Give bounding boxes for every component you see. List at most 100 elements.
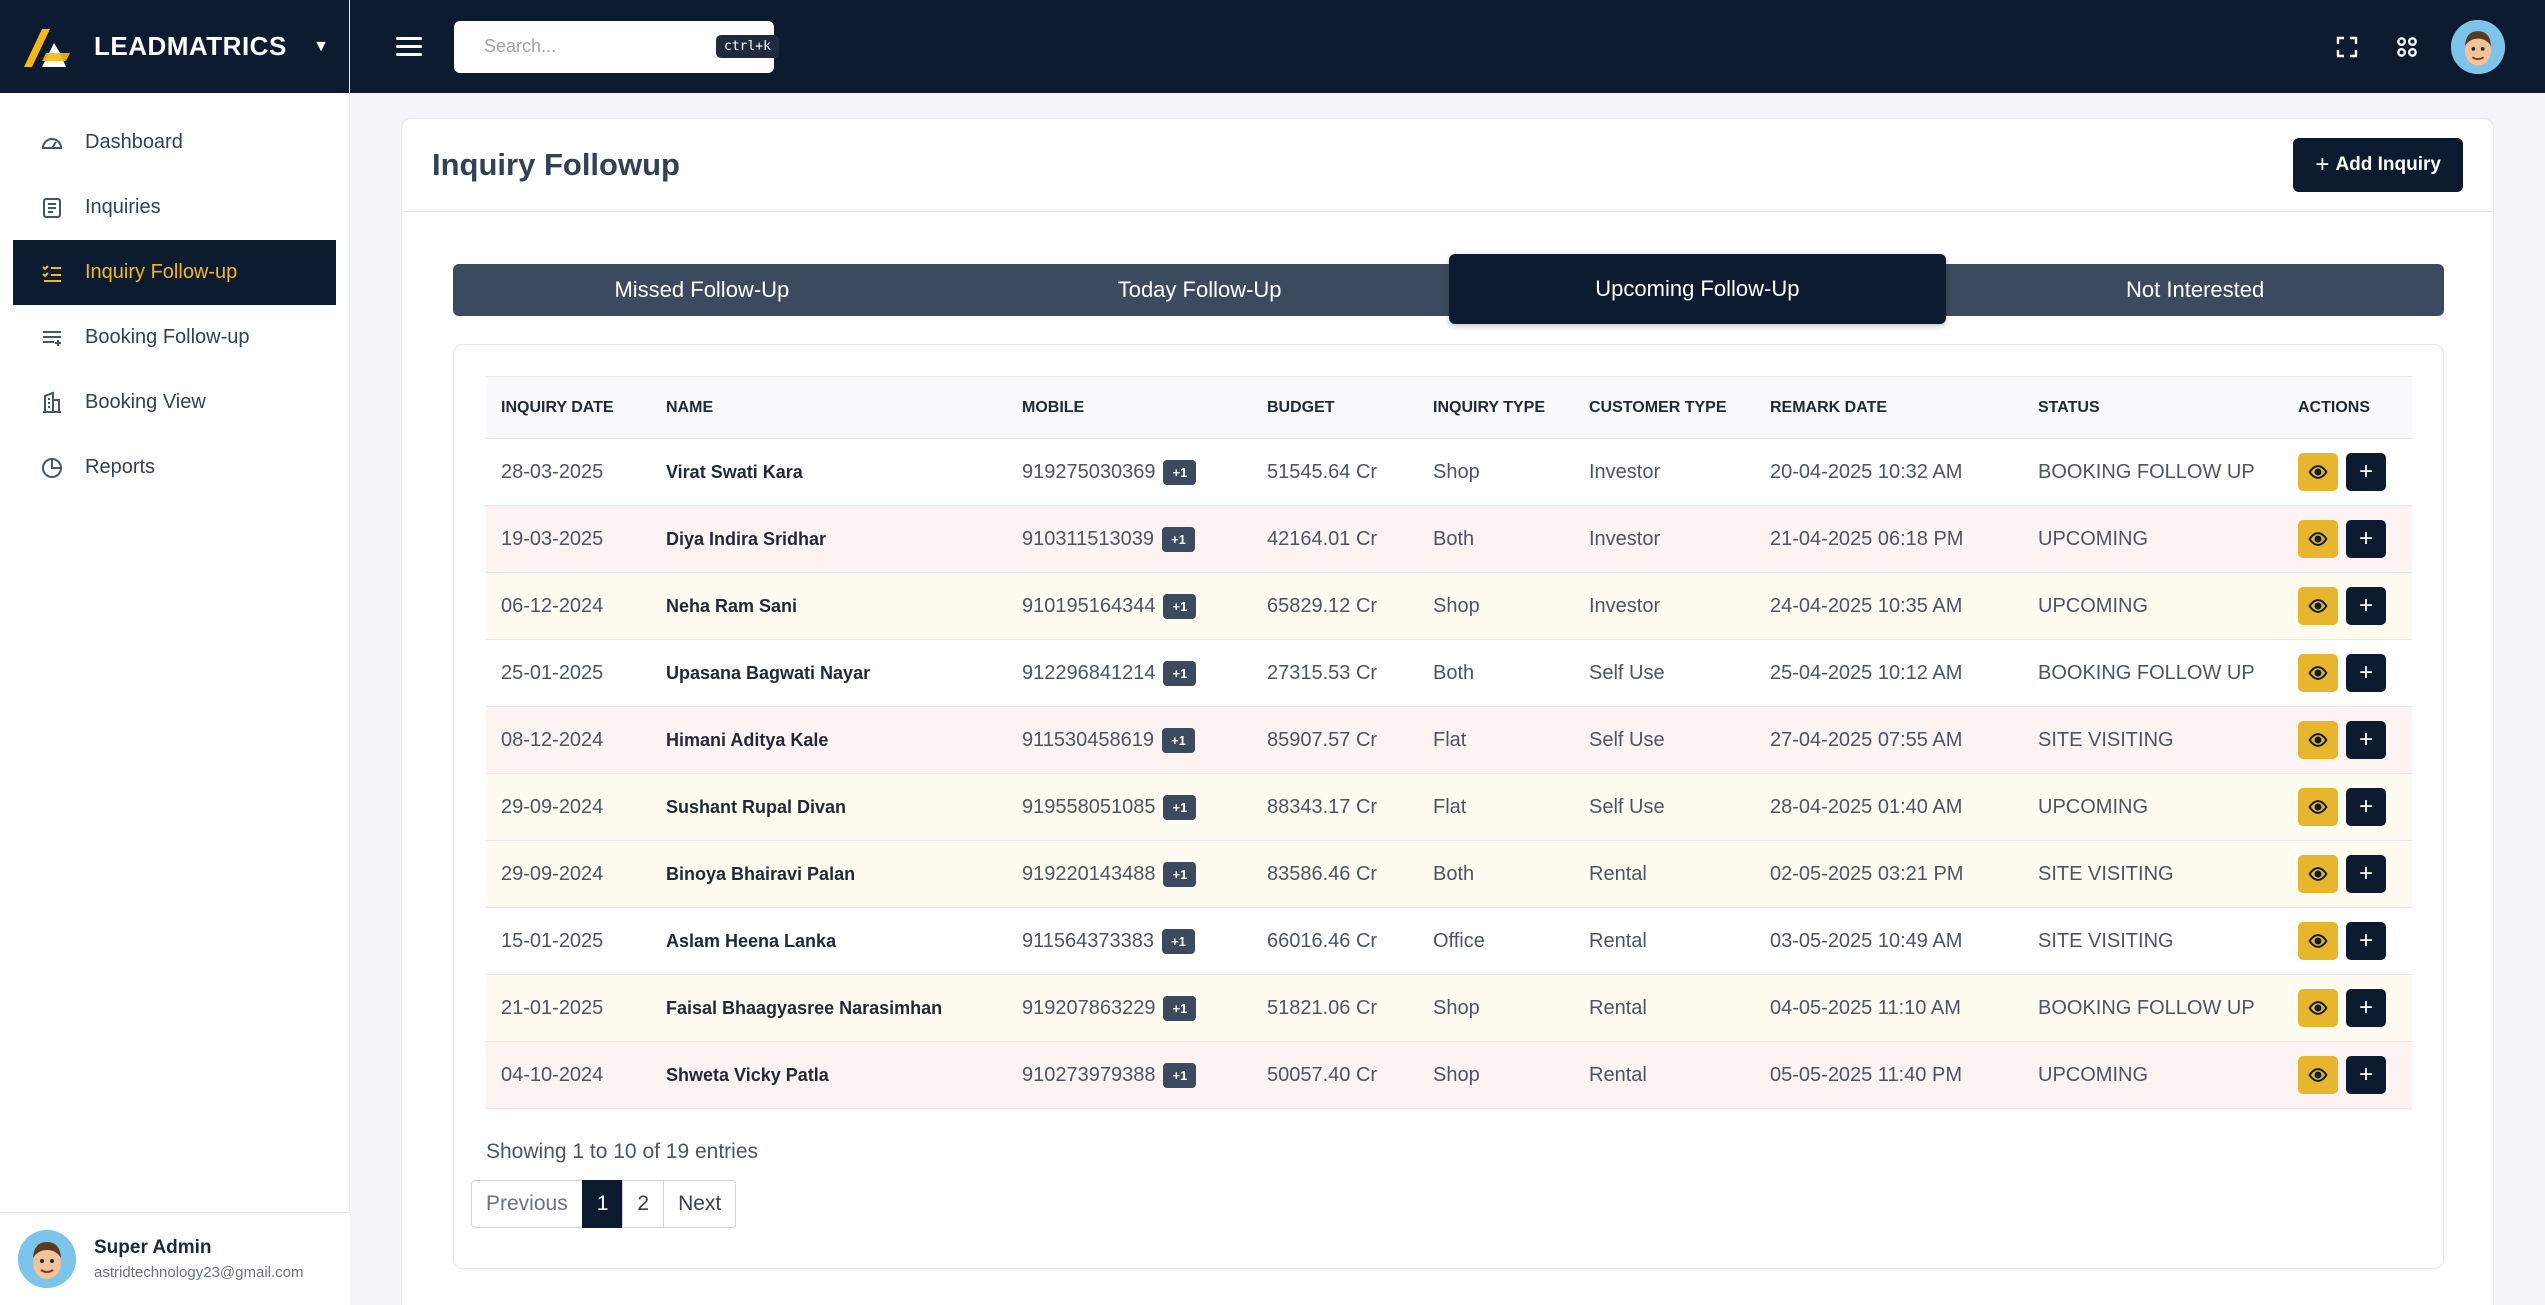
column-header[interactable]: Inquiry Type: [1418, 376, 1574, 439]
mobile-cell: 919220143488 +1: [1007, 840, 1252, 908]
chevron-down-icon[interactable]: ▼: [313, 37, 329, 55]
sidebar-item-dashboard[interactable]: Dashboard: [13, 110, 336, 175]
eye-icon: [2308, 730, 2328, 750]
name-cell: Shweta Vicky Patla: [651, 1041, 1007, 1109]
table-row[interactable]: 28-03-2025 Virat Swati Kara 919275030369 +1…: [486, 438, 2412, 506]
brand-header[interactable]: LEADMATRICS ▼: [0, 0, 349, 93]
name-cell: Aslam Heena Lanka: [651, 907, 1007, 975]
view-button[interactable]: [2298, 922, 2338, 960]
previous-page-button[interactable]: Previous: [471, 1180, 583, 1228]
dashboard-gauge-icon: [39, 130, 65, 156]
tab-upcoming-follow-up[interactable]: Upcoming Follow-Up: [1448, 254, 1947, 324]
extra-numbers-badge[interactable]: +1: [1163, 593, 1197, 619]
view-button[interactable]: [2298, 520, 2338, 558]
mobile-number: 912296841214: [1022, 661, 1156, 684]
table-row[interactable]: 15-01-2025 Aslam Heena Lanka 911564373383 +…: [486, 907, 2412, 975]
table-row[interactable]: 29-09-2024 Sushant Rupal Divan 91955805108…: [486, 773, 2412, 841]
search-box[interactable]: ctrl+k: [454, 20, 779, 73]
column-header[interactable]: Budget: [1252, 376, 1418, 439]
mobile-cell: 919558051085 +1: [1007, 773, 1252, 841]
add-followup-button[interactable]: +: [2346, 520, 2386, 558]
view-button[interactable]: [2298, 587, 2338, 625]
add-followup-button[interactable]: +: [2346, 1056, 2386, 1094]
view-button[interactable]: [2298, 721, 2338, 759]
next-page-button[interactable]: Next: [663, 1180, 737, 1228]
fullscreen-icon[interactable]: [2321, 21, 2373, 73]
column-header[interactable]: Remark Date: [1755, 376, 2023, 439]
customer-type-cell: Rental: [1574, 907, 1755, 975]
extra-numbers-badge[interactable]: +1: [1163, 1062, 1197, 1088]
mobile-number: 919558051085: [1022, 795, 1156, 818]
apps-grid-icon[interactable]: [2381, 21, 2433, 73]
sidebar-item-inquiry-follow-up[interactable]: Inquiry Follow-up: [13, 240, 336, 305]
view-button[interactable]: [2298, 855, 2338, 893]
tab-not-interested[interactable]: Not Interested: [2126, 277, 2265, 302]
inquiry-followup-card: Inquiry Followup + Add Inquiry Missed Fo…: [401, 118, 2494, 1305]
page-2-button[interactable]: 2: [622, 1180, 665, 1228]
add-followup-button[interactable]: +: [2346, 922, 2386, 960]
table-row[interactable]: 19-03-2025 Diya Indira Sridhar 91031151303…: [486, 505, 2412, 573]
view-button[interactable]: [2298, 1056, 2338, 1094]
extra-numbers-badge[interactable]: +1: [1162, 526, 1195, 552]
customer-type-cell: Rental: [1574, 840, 1755, 908]
mobile-cell: 912296841214 +1: [1007, 639, 1252, 707]
inquiry-date-cell: 06-12-2024: [486, 572, 651, 640]
extra-numbers-badge[interactable]: +1: [1163, 660, 1197, 686]
eye-icon: [2308, 529, 2328, 549]
sidebar-item-booking-follow-up[interactable]: Booking Follow-up: [13, 305, 336, 370]
extra-numbers-badge[interactable]: +1: [1163, 861, 1197, 887]
column-header[interactable]: Inquiry Date: [486, 376, 651, 439]
search-input[interactable]: [484, 36, 716, 57]
column-header[interactable]: Status: [2023, 376, 2283, 439]
actions-cell: +: [2283, 974, 2412, 1042]
table-row[interactable]: 04-10-2024 Shweta Vicky Patla 910273979388…: [486, 1041, 2412, 1109]
add-inquiry-button[interactable]: + Add Inquiry: [2293, 138, 2463, 192]
remark-date-cell: 04-05-2025 11:10 AM: [1755, 974, 2023, 1042]
table-row[interactable]: 08-12-2024 Himani Aditya Kale 911530458619…: [486, 706, 2412, 774]
mobile-number: 911530458619: [1022, 728, 1154, 751]
plus-icon: +: [2358, 1061, 2373, 1088]
extra-numbers-badge[interactable]: +1: [1163, 459, 1197, 485]
hamburger-menu-icon[interactable]: [396, 32, 422, 61]
table-row[interactable]: 25-01-2025 Upasana Bagwati Nayar 912296841…: [486, 639, 2412, 707]
column-header[interactable]: Name: [651, 376, 1007, 439]
table-row[interactable]: 29-09-2024 Binoya Bhairavi Palan 919220143…: [486, 840, 2412, 908]
mobile-number: 919207863229: [1022, 996, 1156, 1019]
user-name: Super Admin: [94, 1237, 212, 1258]
inquiry-date-cell: 04-10-2024: [486, 1041, 651, 1109]
view-button[interactable]: [2298, 654, 2338, 692]
page-1-button[interactable]: 1: [581, 1180, 624, 1228]
extra-numbers-badge[interactable]: +1: [1163, 995, 1197, 1021]
table-row[interactable]: 21-01-2025 Faisal Bhaagyasree Narasimhan 9…: [486, 974, 2412, 1042]
tab-today-follow-up[interactable]: Today Follow-Up: [1117, 277, 1282, 302]
add-followup-button[interactable]: +: [2346, 721, 2386, 759]
add-followup-button[interactable]: +: [2346, 587, 2386, 625]
add-followup-button[interactable]: +: [2346, 989, 2386, 1027]
extra-numbers-badge[interactable]: +1: [1162, 928, 1195, 954]
column-header: Actions: [2283, 376, 2412, 439]
view-button[interactable]: [2298, 989, 2338, 1027]
pagination: Previous 1 2 Next: [471, 1180, 737, 1228]
sidebar-item-booking-view[interactable]: Booking View: [13, 370, 336, 435]
table-row[interactable]: 06-12-2024 Neha Ram Sani 910195164344 +1 658…: [486, 572, 2412, 640]
tab-missed-follow-up[interactable]: Missed Follow-Up: [614, 277, 790, 302]
sidebar-item-reports[interactable]: Reports: [13, 435, 336, 500]
mobile-cell: 910273979388 +1: [1007, 1041, 1252, 1109]
extra-numbers-badge[interactable]: +1: [1162, 727, 1195, 753]
sidebar-item-inquiries[interactable]: Inquiries: [13, 175, 336, 240]
avatar[interactable]: [2451, 20, 2505, 74]
add-followup-button[interactable]: +: [2346, 788, 2386, 826]
add-followup-button[interactable]: +: [2346, 855, 2386, 893]
column-header[interactable]: Customer Type: [1574, 376, 1755, 439]
extra-numbers-badge[interactable]: +1: [1163, 794, 1197, 820]
mobile-cell: 910195164344 +1: [1007, 572, 1252, 640]
add-followup-button[interactable]: +: [2346, 654, 2386, 692]
view-button[interactable]: [2298, 788, 2338, 826]
add-followup-button[interactable]: +: [2346, 453, 2386, 491]
topbar: ctrl+k: [350, 0, 2545, 93]
view-button[interactable]: [2298, 453, 2338, 491]
sidebar-user-profile[interactable]: Super Admin astridtechnology23@gmail.com: [0, 1212, 350, 1305]
eye-icon: [2308, 596, 2328, 616]
column-header[interactable]: Mobile: [1007, 376, 1252, 439]
plus-icon: +: [2358, 793, 2373, 820]
